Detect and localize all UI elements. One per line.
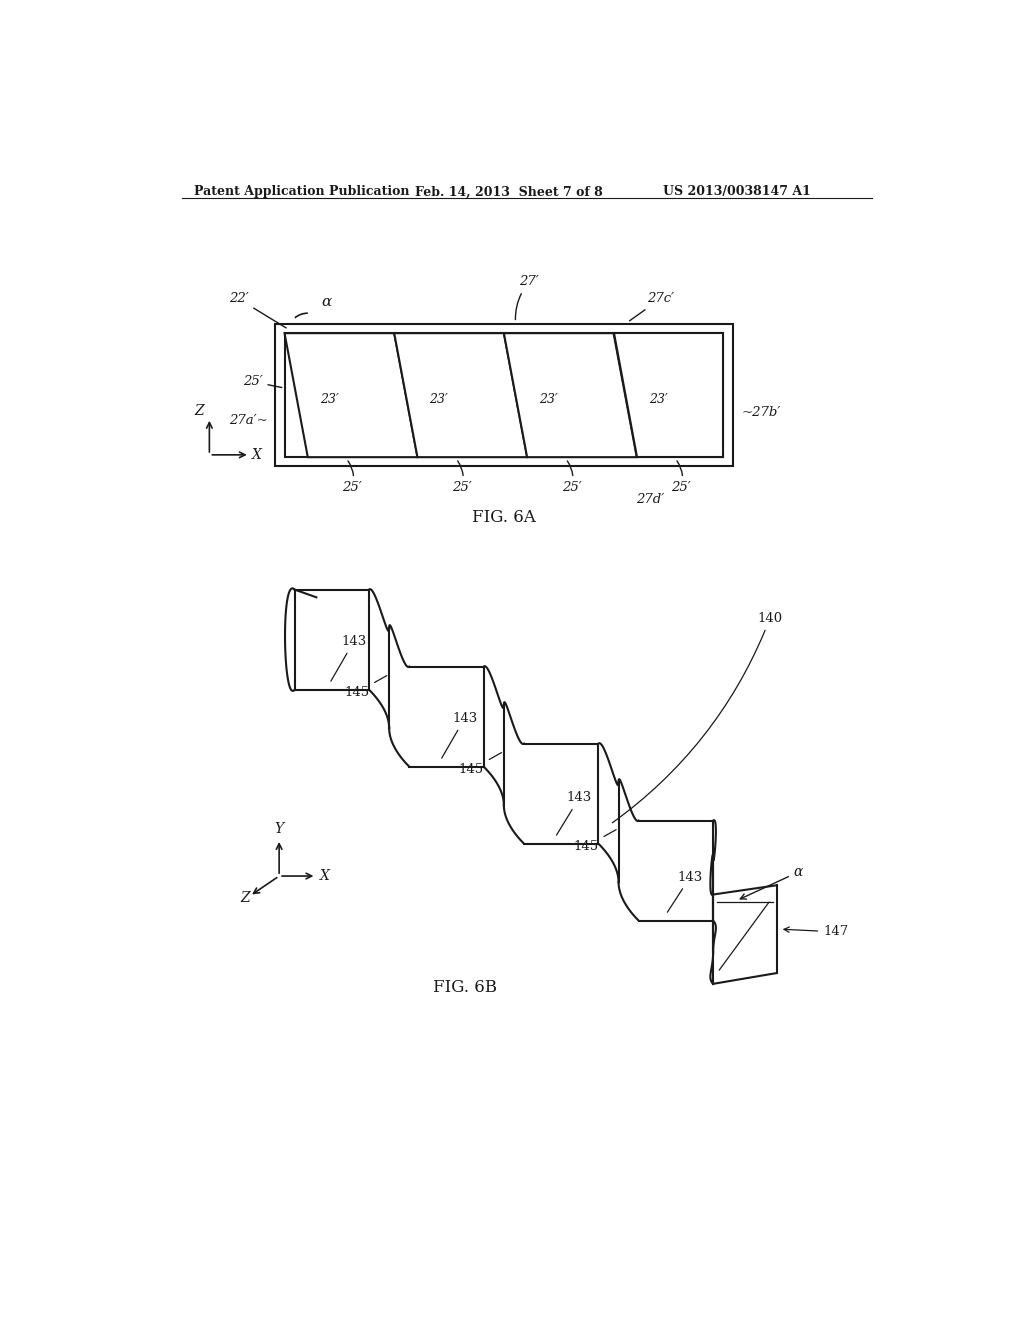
Text: Patent Application Publication: Patent Application Publication — [194, 185, 410, 198]
Text: 143: 143 — [668, 871, 702, 912]
Text: 27a′~: 27a′~ — [228, 414, 267, 428]
Text: FIG. 6B: FIG. 6B — [433, 978, 497, 995]
Text: 23′: 23′ — [539, 392, 558, 405]
Text: α: α — [322, 296, 332, 309]
Text: 147: 147 — [784, 925, 849, 939]
Text: Feb. 14, 2013  Sheet 7 of 8: Feb. 14, 2013 Sheet 7 of 8 — [415, 185, 602, 198]
Text: X: X — [321, 869, 330, 883]
Text: 143: 143 — [441, 711, 477, 758]
Text: 27c′: 27c′ — [630, 293, 674, 321]
Text: 25′: 25′ — [243, 375, 282, 388]
Text: 27′: 27′ — [515, 276, 539, 319]
Text: US 2013/0038147 A1: US 2013/0038147 A1 — [663, 185, 811, 198]
Text: 23′: 23′ — [429, 392, 449, 405]
Text: ~27b′: ~27b′ — [741, 405, 781, 418]
Text: 140: 140 — [612, 612, 782, 822]
Text: 145: 145 — [459, 752, 502, 776]
Text: 22′: 22′ — [228, 293, 286, 327]
Text: Y: Y — [274, 822, 284, 836]
Text: α: α — [740, 865, 803, 899]
Text: X: X — [252, 449, 262, 462]
Text: 25′: 25′ — [453, 461, 472, 494]
Text: Z: Z — [195, 404, 204, 418]
Bar — [275, 323, 732, 466]
Text: 23′: 23′ — [319, 392, 339, 405]
Text: Z: Z — [241, 891, 250, 906]
Polygon shape — [285, 333, 418, 457]
Polygon shape — [613, 333, 723, 457]
Text: 145: 145 — [573, 830, 616, 853]
Text: 25′: 25′ — [562, 461, 582, 494]
Text: 23′: 23′ — [648, 392, 668, 405]
Polygon shape — [504, 333, 637, 457]
Text: 25′: 25′ — [342, 461, 362, 494]
Text: 27d′: 27d′ — [636, 494, 664, 507]
Text: FIG. 6A: FIG. 6A — [472, 508, 536, 525]
Text: 25′: 25′ — [672, 461, 691, 494]
Text: 145: 145 — [344, 676, 387, 698]
Polygon shape — [394, 333, 527, 457]
Bar — [285, 333, 723, 457]
Text: 143: 143 — [556, 792, 592, 836]
Text: 143: 143 — [331, 635, 367, 681]
